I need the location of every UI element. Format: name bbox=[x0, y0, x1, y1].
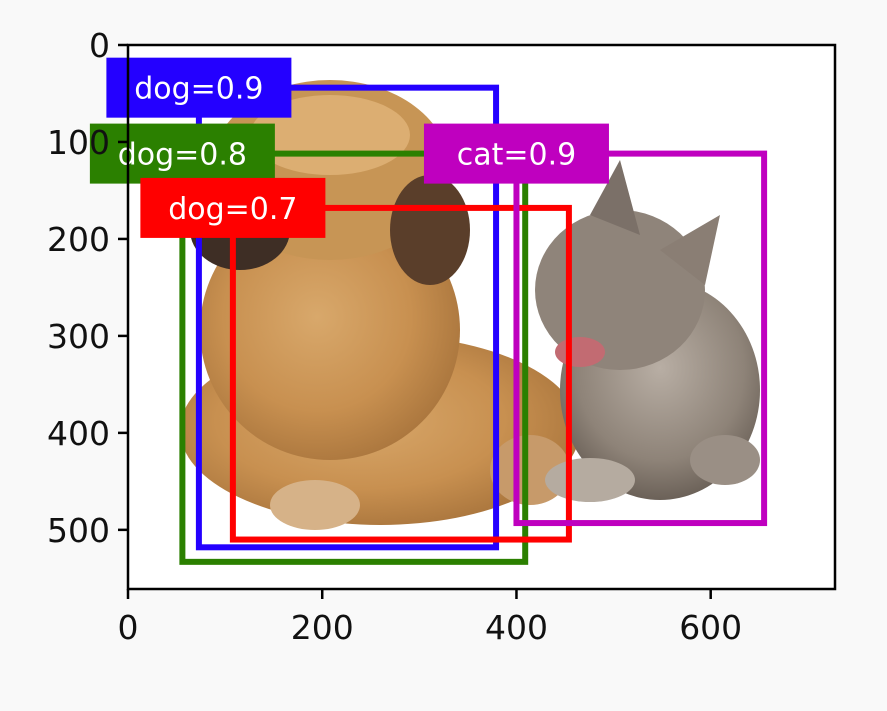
cat-mouth bbox=[555, 337, 605, 367]
y-tick-label: 100 bbox=[47, 123, 110, 162]
detection-label-background bbox=[89, 123, 275, 184]
x-tick-label: 400 bbox=[485, 608, 548, 647]
detection-label: dog=0.9 bbox=[134, 72, 263, 107]
detection-label-background bbox=[140, 177, 326, 238]
x-tick-label: 0 bbox=[118, 608, 139, 647]
detection-label-background bbox=[106, 57, 292, 118]
detection-boxes: dog=0.9 dog=0.8 dog=0.7 cat=0.9 bbox=[89, 57, 768, 565]
x-tick-label: 600 bbox=[679, 608, 742, 647]
y-tick-label: 500 bbox=[47, 511, 110, 550]
y-tick-label: 200 bbox=[47, 220, 110, 259]
detection-label-background bbox=[423, 123, 609, 184]
detection-label: dog=0.7 bbox=[168, 192, 297, 227]
detection-label: cat=0.9 bbox=[457, 138, 577, 173]
dog-chest bbox=[200, 200, 460, 460]
detection-box bbox=[195, 84, 500, 551]
cat-ear-right bbox=[660, 215, 720, 285]
y-tick-label: 0 bbox=[89, 26, 110, 65]
detection-box bbox=[179, 150, 529, 565]
axes-frame bbox=[126, 43, 837, 591]
dog-paw-left bbox=[270, 480, 360, 530]
cat-paw-back bbox=[690, 435, 760, 485]
x-tick-label: 200 bbox=[291, 608, 354, 647]
detection-box bbox=[513, 150, 768, 527]
detection-box bbox=[229, 204, 572, 543]
dog-ear bbox=[390, 175, 470, 285]
cat-paw-front bbox=[545, 458, 635, 502]
y-axis: 0 100 200 300 400 500 bbox=[47, 26, 128, 550]
y-tick-label: 300 bbox=[47, 317, 110, 356]
cat-ear-left bbox=[590, 160, 640, 235]
y-tick-label: 400 bbox=[47, 414, 110, 453]
x-axis: 0 200 400 600 bbox=[118, 589, 742, 647]
detection-label: dog=0.8 bbox=[118, 138, 247, 173]
